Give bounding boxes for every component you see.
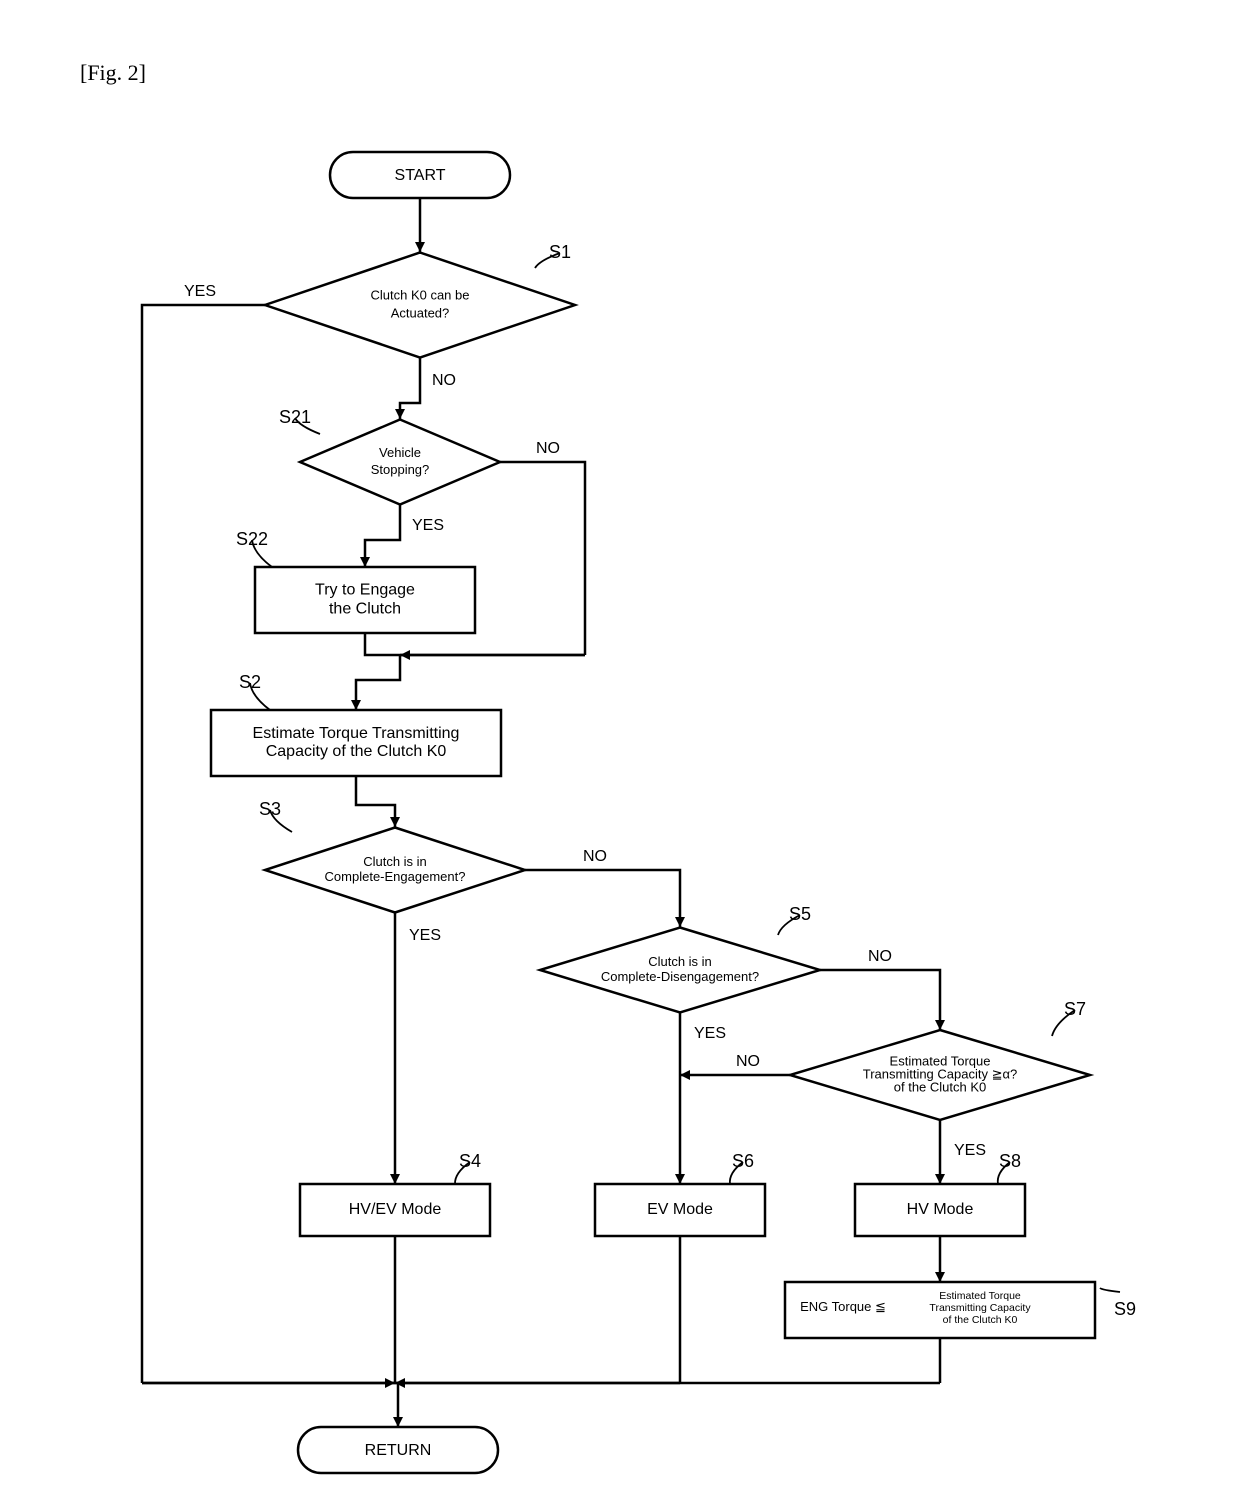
- s1-line1: Actuated?: [391, 305, 450, 320]
- edge: [356, 776, 395, 827]
- label-hook: [1100, 1288, 1120, 1292]
- s9-label: S9: [1114, 1299, 1136, 1319]
- node-s22: Try to Engage the Clutch: [255, 567, 475, 633]
- node-s1: Clutch K0 can be Actuated?: [265, 253, 575, 358]
- s9-right-2: of the Clutch K0: [943, 1314, 1018, 1326]
- node-s7: Estimated TorqueTransmitting Capacity ≧α…: [790, 1030, 1090, 1120]
- edge-label: YES: [694, 1025, 726, 1042]
- node-s4: HV/EV Mode: [300, 1184, 490, 1236]
- s2-line1: Capacity of the Clutch K0: [266, 743, 447, 760]
- s21-line0: Vehicle: [379, 445, 421, 460]
- s22-line0: Try to Engage: [315, 582, 415, 599]
- s9-left: ENG Torque ≦: [800, 1299, 886, 1314]
- s2-line0: Estimate Torque Transmitting: [253, 725, 460, 742]
- edge: [400, 358, 420, 419]
- edge-label: NO: [583, 848, 607, 865]
- s21-line1: Stopping?: [371, 462, 430, 477]
- edge-label: YES: [954, 1142, 986, 1159]
- s9-right-0: Estimated Torque: [939, 1290, 1021, 1302]
- node-s6: EV Mode: [595, 1184, 765, 1236]
- s8-label: S8: [999, 1151, 1021, 1171]
- edge-label: NO: [432, 372, 456, 389]
- s7-label: S7: [1064, 999, 1086, 1019]
- s4-line0: HV/EV Mode: [349, 1201, 442, 1218]
- s6-label: S6: [732, 1151, 754, 1171]
- s3-line1: Complete-Engagement?: [325, 869, 466, 884]
- edge: [500, 462, 585, 655]
- edge: [356, 633, 585, 710]
- s1-label: S1: [549, 242, 571, 262]
- node-s21: Vehicle Stopping?: [300, 420, 500, 505]
- edge-label: YES: [412, 517, 444, 534]
- s3-line0: Clutch is in: [363, 854, 427, 869]
- s6-line0: EV Mode: [647, 1201, 713, 1218]
- edge-label: NO: [868, 948, 892, 965]
- s5-line0: Clutch is in: [648, 954, 712, 969]
- s22-label: S22: [236, 529, 268, 549]
- flowchart: [Fig. 2] YES NO NO YES YES NO YES NO NO YES START Cl…: [0, 0, 1240, 1511]
- s7-line2: of the Clutch K0: [894, 1079, 987, 1094]
- edge-label: YES: [409, 927, 441, 944]
- node-s3: Clutch is inComplete-Engagement?: [265, 828, 525, 913]
- edge-label: NO: [536, 440, 560, 457]
- node-return: RETURN: [298, 1427, 498, 1473]
- s3-label: S3: [259, 799, 281, 819]
- edge-label: YES: [184, 283, 216, 300]
- node-s9: ENG Torque ≦ Estimated TorqueTransmitting…: [785, 1282, 1095, 1338]
- s2-label: S2: [239, 672, 261, 692]
- edge: [142, 305, 265, 1383]
- start-text: START: [395, 167, 446, 184]
- node-s2: Estimate Torque TransmittingCapacity of …: [211, 710, 501, 776]
- edge: [365, 505, 400, 567]
- s9-right-1: Transmitting Capacity: [929, 1302, 1031, 1314]
- s22-line1: the Clutch: [329, 601, 401, 618]
- s5-line1: Complete-Disengagement?: [601, 969, 759, 984]
- s5-label: S5: [789, 904, 811, 924]
- return-text: RETURN: [365, 1442, 432, 1459]
- figure-label: [Fig. 2]: [80, 60, 146, 85]
- s4-label: S4: [459, 1151, 481, 1171]
- s21-label: S21: [279, 407, 311, 427]
- node-s5: Clutch is inComplete-Disengagement?: [540, 928, 820, 1013]
- edge-label: NO: [736, 1053, 760, 1070]
- s8-line0: HV Mode: [907, 1201, 974, 1218]
- node-s8: HV Mode: [855, 1184, 1025, 1236]
- node-start: START: [330, 152, 510, 198]
- edge: [525, 870, 680, 927]
- s1-line0: Clutch K0 can be: [370, 287, 469, 302]
- edge: [820, 970, 940, 1030]
